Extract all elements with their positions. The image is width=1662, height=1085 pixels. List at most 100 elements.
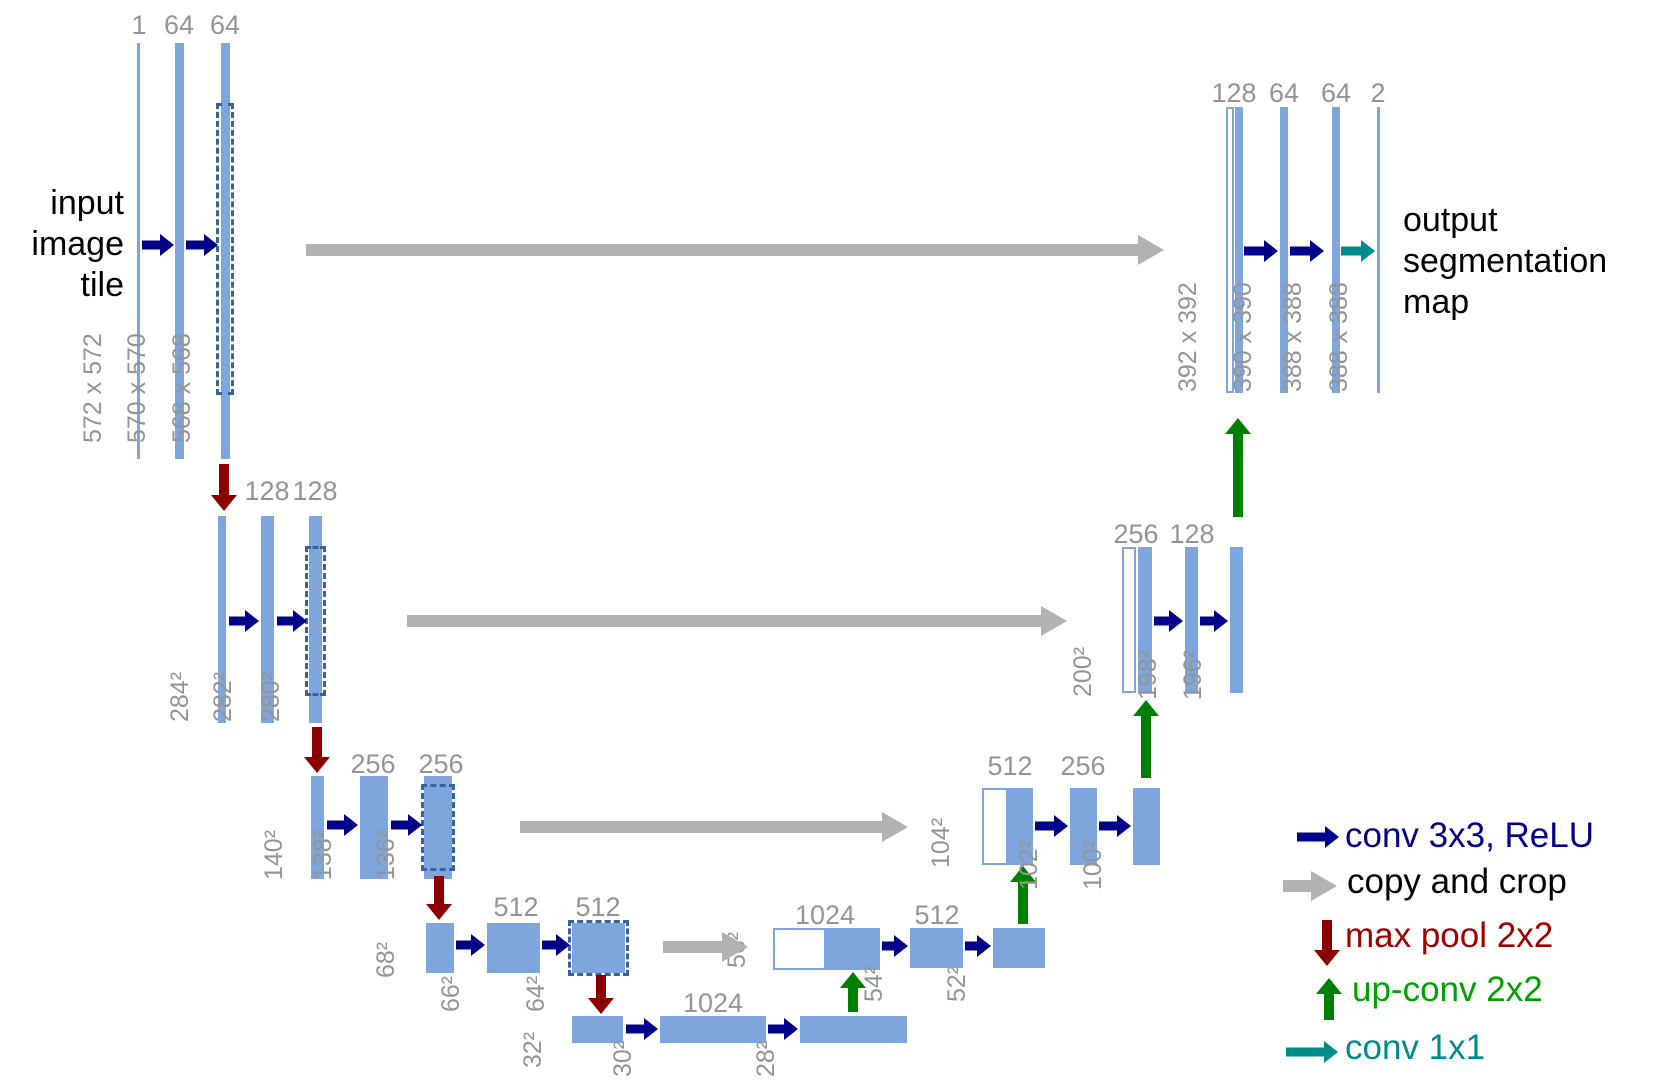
dimension-label: 388 x 388 <box>1325 282 1353 392</box>
feature-map-input-572 <box>137 43 140 459</box>
feature-map-390 <box>1280 107 1288 393</box>
channel-label: 256 <box>1060 751 1106 781</box>
channel-label: 512 <box>987 751 1033 781</box>
conv1x1-arrow-icon <box>1341 239 1375 263</box>
dimension-label: 140² <box>260 829 288 880</box>
dimension-label: 102² <box>1015 839 1043 890</box>
channel-label: 128 <box>1211 78 1257 108</box>
feature-map-284 <box>218 516 226 723</box>
feature-map-196 <box>1230 547 1243 693</box>
feature-map-32 <box>572 1016 623 1043</box>
feature-map-570 <box>175 43 184 459</box>
feature-map-568 <box>221 43 230 459</box>
crop-region-outline <box>421 784 455 871</box>
maxpool-arrow-icon <box>588 975 614 1014</box>
dimension-label: 68² <box>372 941 400 978</box>
conv3x3-arrow-icon <box>277 609 307 633</box>
feature-map-198 <box>1185 547 1198 693</box>
dimension-label: 572 x 572 <box>79 333 107 443</box>
channel-label: 64 <box>1320 78 1352 108</box>
input-caption-line: input <box>50 184 124 222</box>
dimension-label: 392 x 392 <box>1174 282 1202 392</box>
feature-map-102 <box>1070 788 1097 865</box>
input-caption: input image tile <box>18 183 124 306</box>
conv3x3-arrow-icon <box>965 934 991 958</box>
copy-crop-arrow-icon <box>306 235 1164 265</box>
conv3x3-arrow-icon <box>882 934 908 958</box>
copied-feature-map-104 <box>982 788 1008 865</box>
conv3x3-arrow-icon <box>1154 609 1183 633</box>
conv3x3-arrow-icon <box>1290 239 1324 263</box>
feature-map-282 <box>261 516 274 723</box>
dimension-label: 200² <box>1069 646 1097 697</box>
dimension-label: 66² <box>437 975 465 1012</box>
output-caption-line: segmentation <box>1403 242 1608 280</box>
legend-conv3x3-label: conv 3x3, ReLU <box>1345 816 1595 855</box>
feature-map-28 <box>800 1016 907 1043</box>
dimension-label: 52² <box>943 965 971 1002</box>
crop-region-outline <box>305 546 326 696</box>
maxpool-arrow-icon <box>426 876 452 920</box>
channel-label: 256 <box>1113 519 1159 549</box>
conv3x3-arrow-icon <box>1035 814 1068 838</box>
copied-feature-map-200 <box>1122 547 1136 693</box>
channel-label: 1024 <box>794 900 856 930</box>
legend-conv1x1-arrow-icon <box>1286 1038 1338 1066</box>
conv3x3-arrow-icon <box>1200 609 1228 633</box>
conv3x3-arrow-icon <box>229 609 259 633</box>
crop-region-outline <box>568 920 629 976</box>
conv3x3-arrow-icon <box>1099 814 1131 838</box>
conv3x3-arrow-icon <box>142 233 174 257</box>
dimension-label: 198² <box>1134 649 1162 700</box>
dimension-label: 30² <box>609 1040 637 1077</box>
channel-label: 512 <box>493 892 539 922</box>
channel-label: 64 <box>209 10 241 40</box>
upconv-feature-map-392 <box>1235 107 1243 393</box>
conv3x3-arrow-icon <box>542 933 570 957</box>
feature-map-54 <box>910 928 963 968</box>
output-caption-line: map <box>1403 283 1470 321</box>
dimension-label: 104² <box>927 817 955 868</box>
channel-label: 128 <box>1169 519 1215 549</box>
dimension-label: 282² <box>209 671 237 722</box>
dimension-label: 64² <box>522 975 550 1012</box>
channel-label: 2 <box>1370 78 1386 108</box>
output-caption: output segmentation map <box>1403 200 1607 323</box>
legend-upconv-label: up-conv 2x2 <box>1352 970 1543 1009</box>
crop-region-outline <box>216 103 234 395</box>
feature-map-68 <box>426 923 454 973</box>
copied-feature-map-56 <box>773 928 826 970</box>
channel-label: 128 <box>292 476 338 506</box>
feature-map-140 <box>311 776 324 879</box>
dimension-label: 390 x 390 <box>1229 282 1257 392</box>
upconv-arrow-icon <box>1133 700 1159 778</box>
input-caption-line: image <box>31 225 124 263</box>
dimension-label: 568 x 568 <box>168 333 196 443</box>
legend-maxpool-label: max pool 2x2 <box>1345 916 1554 955</box>
maxpool-arrow-icon <box>211 464 237 511</box>
dimension-label: 28² <box>752 1040 780 1077</box>
feature-map-100 <box>1133 788 1160 865</box>
conv3x3-arrow-icon <box>626 1017 658 1041</box>
dimension-label: 54² <box>860 965 888 1002</box>
upconv-feature-map-56 <box>825 928 880 970</box>
feature-map-138 <box>360 776 388 879</box>
upconv-arrow-icon <box>1225 418 1251 517</box>
channel-label: 256 <box>418 749 464 779</box>
dimension-label: 138² <box>309 829 337 880</box>
channel-label: 1 <box>131 10 147 40</box>
feature-map-66 <box>487 923 540 973</box>
channel-label: 64 <box>163 10 195 40</box>
dimension-label: 32² <box>519 1031 547 1068</box>
copy-crop-arrow-icon <box>520 812 908 842</box>
legend-conv1x1-label: conv 1x1 <box>1345 1028 1486 1067</box>
channel-label: 512 <box>575 892 621 922</box>
legend-upconv-arrow-icon <box>1316 978 1342 1020</box>
legend-conv3x3-arrow-icon <box>1297 824 1339 850</box>
upconv-feature-map-104 <box>1007 788 1033 865</box>
feature-map-64 <box>572 923 625 973</box>
dimension-label: 100² <box>1079 839 1107 890</box>
feature-map-output-388 <box>1377 107 1380 393</box>
dimension-label: 284² <box>166 671 194 722</box>
